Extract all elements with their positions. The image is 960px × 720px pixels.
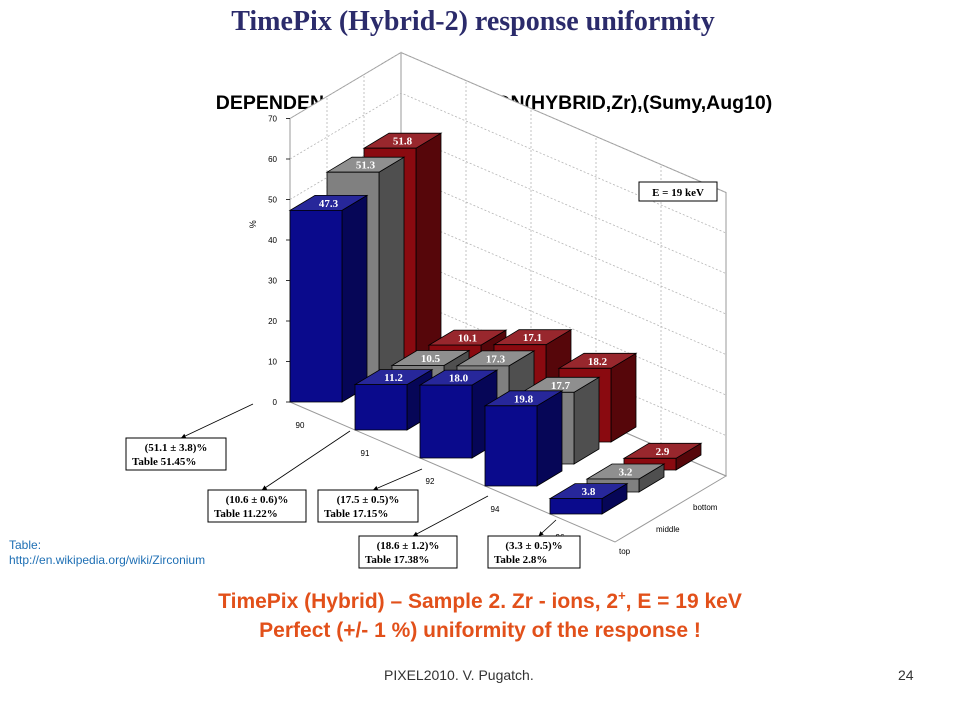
x-tick-label: 91 (361, 449, 370, 458)
y-tick-label: 40 (268, 236, 277, 245)
bar-value-label: 47.3 (319, 198, 339, 210)
y-tick-label: 30 (268, 277, 277, 286)
callout-92: (17.5 ± 0.5)% Table 17.15% (317, 468, 423, 523)
slide-number: 24 (898, 667, 914, 683)
caption-line-2: Perfect (+/- 1 %) uniformity of the resp… (259, 619, 701, 642)
y-tick-label: 60 (268, 155, 277, 164)
caption-line-1: TimePix (Hybrid) – Sample 2. Zr - ions, … (0, 588, 960, 614)
x-tick-label: 92 (426, 477, 435, 486)
x-tick-label: 94 (491, 505, 500, 514)
y-tick-label: 10 (268, 358, 277, 367)
callout-table: Table 17.38% (365, 554, 429, 566)
callout-measured: (51.1 ± 3.8)% (145, 442, 208, 454)
callout-measured: (18.6 ± 1.2)% (377, 540, 440, 552)
bars: 51.8 10.1 17.1 18.2 2.9 51.3 10.5 17.3 17.7 3.2 47… (288, 132, 703, 515)
y-axis-label: % (248, 220, 258, 228)
callout-measured: (3.3 ± 0.5)% (505, 540, 562, 552)
bar-value-label: 17.1 (523, 332, 542, 344)
bar-top-94: 19.8 (483, 390, 564, 487)
energy-annotation-text: E = 19 keV (652, 187, 704, 199)
callout-table: Table 17.15% (324, 508, 388, 520)
y-tick-label: 50 (268, 196, 277, 205)
callout-table: Table 2.8% (494, 554, 547, 566)
callout-96: (3.3 ± 0.5)% Table 2.8% (487, 519, 581, 569)
bar-value-label: 17.7 (551, 380, 571, 392)
callout-measured: (10.6 ± 0.6)% (226, 494, 289, 506)
reference-label: Table: (9, 538, 42, 552)
y-tick-label: 70 (268, 115, 277, 124)
bar-value-label: 51.3 (356, 160, 376, 172)
reference-link[interactable]: http://en.wikipedia.org/wiki/Zirconium (9, 553, 206, 567)
bar-value-label: 10.5 (421, 353, 441, 365)
bar-value-label: 2.9 (656, 446, 670, 458)
callout-measured: (17.5 ± 0.5)% (337, 494, 400, 506)
y-tick-label: 0 (273, 398, 278, 407)
series-label-top: top (619, 547, 631, 556)
bar-value-label: 11.2 (384, 372, 403, 384)
bar-value-label: 10.1 (458, 333, 477, 345)
callout-table: Table 51.45% (132, 456, 196, 468)
bar-value-label: 18.0 (449, 373, 469, 385)
x-tick-label: 90 (296, 421, 305, 430)
y-axis: 0 10 20 30 40 50 60 70% (248, 115, 290, 407)
series-label-middle: middle (656, 525, 680, 534)
bar-top-90: 47.3 (288, 194, 369, 403)
bar-value-label: 3.8 (582, 486, 596, 498)
series-label-bottom: bottom (693, 503, 718, 512)
callout-90: (51.1 ± 3.8)% Table 51.45% (125, 403, 254, 471)
bar-value-label: 17.3 (486, 353, 506, 365)
callout-94: (18.6 ± 1.2)% Table 17.38% (358, 495, 489, 569)
reference-note: Table: http://en.wikipedia.org/wiki/Zirc… (9, 538, 205, 568)
bar-value-label: 3.2 (619, 467, 633, 479)
energy-annotation: E = 19 keV (638, 181, 718, 202)
bar-value-label: 51.8 (393, 136, 413, 148)
bar-top-96: 3.8 (548, 482, 629, 515)
callouts: (51.1 ± 3.8)% Table 51.45% (10.6 ± 0.6)% Ta… (125, 403, 581, 569)
charge-superscript: + (618, 588, 626, 603)
bar-value-label: 18.2 (588, 356, 608, 368)
y-tick-label: 20 (268, 317, 277, 326)
caption-line-1-energy: , E = 19 keV (625, 590, 742, 613)
caption-line-1-text: TimePix (Hybrid) – Sample 2. Zr - ions, … (218, 590, 619, 613)
callout-table: Table 11.22% (214, 508, 278, 520)
footer-author: PIXEL2010. V. Pugatch. (384, 667, 534, 683)
slide-title: TimePix (Hybrid-2) response uniformity (231, 6, 715, 37)
callout-91: (10.6 ± 0.6)% Table 11.22% (207, 430, 351, 523)
bar-value-label: 19.8 (514, 393, 534, 405)
